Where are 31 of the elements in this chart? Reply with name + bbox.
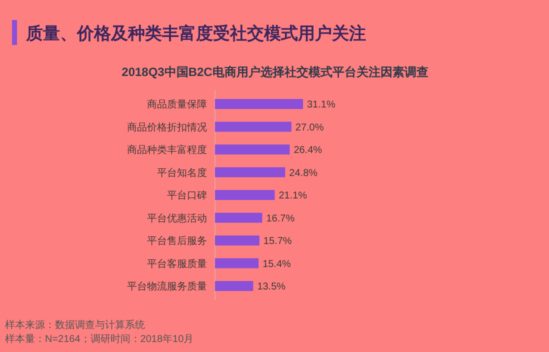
bar [215,167,286,178]
bar [215,281,254,291]
data-label: 26.4% [294,145,322,156]
bar [215,144,290,154]
data-label: 21.1% [278,190,308,202]
y-tick-label: 商品价格折扣情况 [127,121,207,134]
data-label: 27.0% [295,122,324,134]
data-label: 31.1% [307,100,336,110]
bar [215,99,303,109]
bar [215,258,259,268]
chart-title: 质量、价格及种类丰富度受社交模式用户关注 [25,24,366,43]
bar [215,190,275,200]
y-tick-label: 平台客服质量 [147,258,207,270]
data-label: 16.7% [266,213,295,224]
bar [215,212,262,223]
chart-subtitle: 2018Q3中国B2C电商用户选择社交模式平台关注因素调查 [122,65,428,79]
y-tick-label: 商品质量保障 [147,98,207,110]
y-tick-label: 平台知名度 [157,166,207,179]
data-label: 13.5% [257,282,286,292]
text: 样本量：N=2164；调研时间：2018年10月 [5,333,194,345]
data-label: 15.7% [263,236,292,247]
y-tick-label: 平台物流服务质量 [127,280,207,292]
data-label: 24.8% [289,168,318,179]
y-tick-label: 平台售后服务 [147,235,207,247]
y-tick-label: 平台优惠活动 [147,212,207,224]
y-tick-label: 商品种类丰富程度 [127,144,207,156]
bar [215,236,260,246]
text: 样本来源：数据调查与计算系统 [5,319,145,331]
bar [215,122,292,132]
data-label: 15.4% [262,258,292,270]
y-tick-label: 平台口碑 [167,190,207,202]
